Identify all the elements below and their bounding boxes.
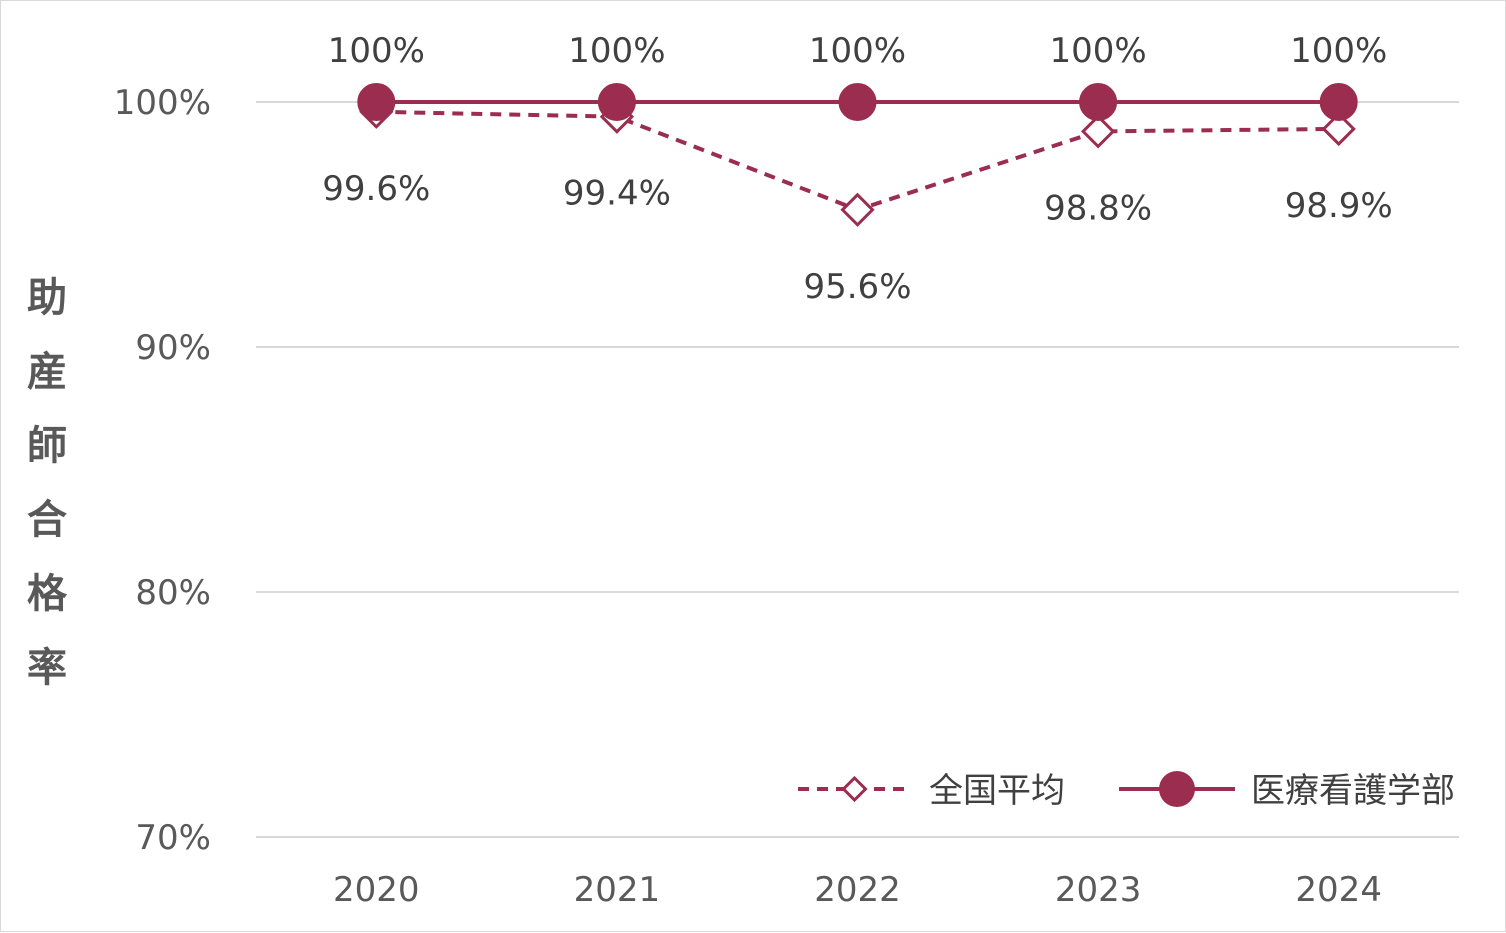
x-tick-label: 2023 <box>1055 870 1142 910</box>
legend-item-0: 全国平均 <box>798 771 1065 811</box>
legend-item-1: 医療看護学部 <box>1119 771 1455 811</box>
data-point <box>1319 83 1358 121</box>
legend-label: 全国平均 <box>929 771 1065 811</box>
legend: 全国平均 医療看護学部 <box>798 771 1455 811</box>
data-point <box>840 192 875 227</box>
data-point <box>1080 114 1116 149</box>
data-label: 99.4% <box>563 174 671 214</box>
legend-label: 医療看護学部 <box>1251 771 1455 811</box>
series-1 <box>357 83 1358 121</box>
data-point <box>1321 111 1356 147</box>
y-axis-title: 助産師合格率 <box>27 275 68 691</box>
y-tick-label: 90% <box>135 328 211 368</box>
data-point <box>357 83 396 121</box>
legend-marker <box>841 775 868 803</box>
data-point <box>597 83 636 121</box>
y-axis-ticks: 70% 80% 90% 100% <box>114 83 211 858</box>
data-label: 100% <box>1049 31 1146 71</box>
x-tick-label: 2022 <box>814 870 901 910</box>
data-labels: 99.6% 99.4% 95.6% 98.8% 98.9% 100% 100% 100% 100… <box>322 31 1392 307</box>
x-tick-label: 2024 <box>1295 870 1382 910</box>
y-axis-label: 助産師合格率 <box>27 275 68 691</box>
data-label: 100% <box>568 31 665 71</box>
data-point <box>1079 83 1118 121</box>
x-axis-ticks: 2020 2021 2022 2023 2024 <box>333 870 1382 910</box>
x-tick-label: 2020 <box>333 870 420 910</box>
data-label: 95.6% <box>803 267 911 307</box>
y-tick-label: 70% <box>135 818 211 858</box>
data-label: 100% <box>809 31 906 71</box>
data-label: 98.9% <box>1285 186 1393 226</box>
legend-marker <box>1159 771 1195 807</box>
data-label: 100% <box>328 31 425 71</box>
x-tick-label: 2021 <box>574 870 661 910</box>
series <box>357 83 1358 227</box>
y-tick-label: 100% <box>114 83 211 123</box>
y-tick-label: 80% <box>135 573 211 613</box>
data-label: 98.8% <box>1044 188 1152 228</box>
data-point <box>838 83 877 121</box>
data-label: 99.6% <box>322 169 430 209</box>
data-label: 100% <box>1290 31 1387 71</box>
